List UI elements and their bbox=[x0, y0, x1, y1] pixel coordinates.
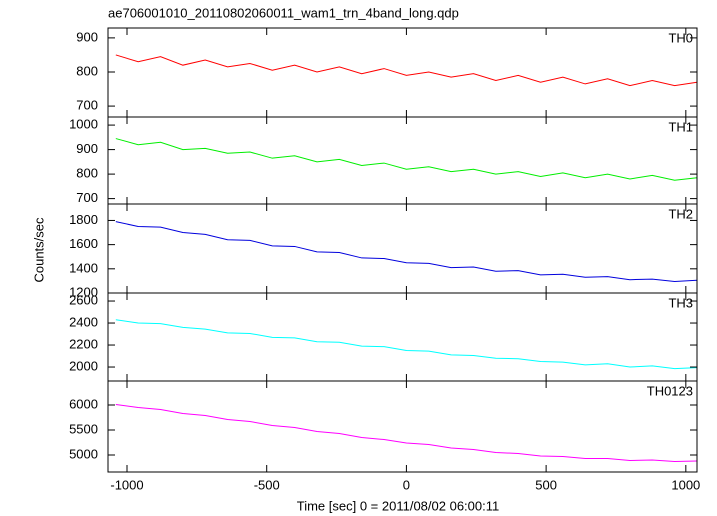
panel-frame bbox=[107, 380, 698, 473]
y-tick-label: 5000 bbox=[69, 446, 98, 461]
data-line bbox=[115, 404, 698, 463]
data-line bbox=[115, 319, 698, 370]
y-tick-label: 700 bbox=[76, 98, 98, 113]
y-tick-label: 1200 bbox=[69, 284, 98, 299]
panel-label: TH1 bbox=[668, 119, 693, 134]
y-tick-label: 1000 bbox=[69, 117, 98, 132]
y-tick-label: 2600 bbox=[69, 292, 98, 307]
y-tick-label: 6000 bbox=[69, 396, 98, 411]
y-tick-label: 900 bbox=[76, 29, 98, 44]
data-line bbox=[115, 138, 698, 181]
y-tick-label: 700 bbox=[76, 190, 98, 205]
y-tick-label: 1600 bbox=[69, 236, 98, 251]
y-tick-label: 2000 bbox=[69, 358, 98, 373]
y-tick-label: 800 bbox=[76, 166, 98, 181]
panel-frame bbox=[107, 116, 698, 205]
y-tick-label: 1400 bbox=[69, 260, 98, 275]
y-axis-label: Counts/sec bbox=[31, 217, 46, 283]
panel-frame bbox=[107, 292, 698, 382]
x-tick-label: -1000 bbox=[110, 477, 143, 492]
x-tick-label: -500 bbox=[254, 477, 280, 492]
y-tick-label: 1800 bbox=[69, 212, 98, 227]
y-tick-label: 2400 bbox=[69, 314, 98, 329]
panel-label: TH2 bbox=[668, 206, 693, 221]
panel-frame bbox=[107, 27, 698, 118]
y-tick-label: 5500 bbox=[69, 421, 98, 436]
x-tick-label: 500 bbox=[535, 477, 557, 492]
data-line bbox=[115, 221, 698, 283]
y-tick-label: 800 bbox=[76, 63, 98, 78]
panel-frame bbox=[107, 203, 698, 294]
x-axis-label: Time [sec] 0 = 2011/08/02 06:00:11 bbox=[297, 498, 499, 513]
panel-label: TH3 bbox=[668, 295, 693, 310]
data-line bbox=[115, 54, 698, 87]
panel-label: TH0 bbox=[668, 30, 693, 45]
panel-label: TH0123 bbox=[647, 383, 693, 398]
y-tick-label: 900 bbox=[76, 141, 98, 156]
y-tick-label: 2200 bbox=[69, 336, 98, 351]
chart-title: ae706001010_20110802060011_wam1_trn_4ban… bbox=[108, 5, 459, 20]
x-tick-label: 1000 bbox=[671, 477, 700, 492]
x-tick-label: 0 bbox=[403, 477, 410, 492]
